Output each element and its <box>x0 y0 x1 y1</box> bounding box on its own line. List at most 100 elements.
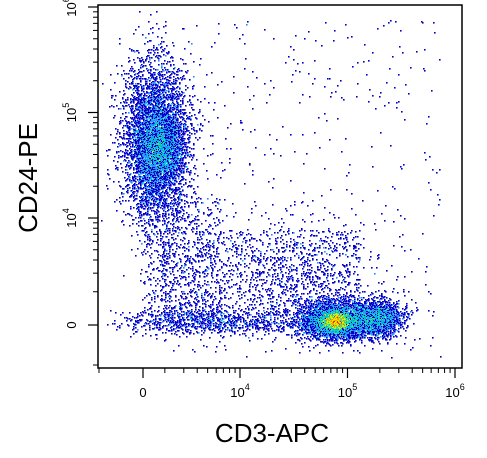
event-dot <box>151 88 153 90</box>
event-dot <box>168 205 170 207</box>
event-dot <box>194 223 196 225</box>
event-dot <box>142 89 144 91</box>
event-dot <box>156 102 158 104</box>
event-dot <box>157 207 159 209</box>
event-dot <box>145 81 147 83</box>
event-dot <box>136 172 138 174</box>
event-dot <box>273 178 275 180</box>
event-dot <box>155 170 157 172</box>
event-dot <box>169 180 171 182</box>
event-dot <box>303 163 305 165</box>
event-dot <box>149 40 151 42</box>
event-dot <box>388 22 390 24</box>
event-dot <box>136 142 138 144</box>
event-dot <box>135 140 137 142</box>
event-dot <box>107 188 109 190</box>
event-dot <box>153 134 155 136</box>
event-dot <box>151 220 153 222</box>
event-dot <box>357 83 359 85</box>
event-dot <box>136 151 138 153</box>
event-dot <box>136 134 138 136</box>
event-dot <box>158 89 160 91</box>
event-dot <box>184 231 186 233</box>
event-dot <box>385 205 387 207</box>
event-dot <box>158 133 160 135</box>
event-dot <box>159 150 161 152</box>
event-dot <box>256 77 258 79</box>
event-dot <box>178 105 180 107</box>
event-dot <box>181 165 183 167</box>
event-dot <box>220 232 222 234</box>
event-dot <box>159 108 161 110</box>
event-dot <box>181 150 183 152</box>
event-dot <box>172 208 174 210</box>
event-dot <box>156 117 158 119</box>
event-dot <box>123 211 125 213</box>
event-dot <box>193 220 195 222</box>
event-dot <box>155 179 157 181</box>
event-dot <box>148 132 150 134</box>
event-dot <box>312 230 314 232</box>
event-dot <box>172 183 174 185</box>
event-dot <box>164 174 166 176</box>
event-dot <box>198 209 200 211</box>
event-dot <box>165 117 167 119</box>
event-dot <box>156 11 158 13</box>
event-dot <box>159 149 161 151</box>
event-dot <box>143 166 145 168</box>
event-dot <box>156 153 158 155</box>
event-dot <box>128 57 130 59</box>
event-dot <box>168 97 170 99</box>
event-dot <box>187 152 189 154</box>
event-dot <box>141 196 143 198</box>
event-dot <box>174 126 176 128</box>
event-dot <box>148 150 150 152</box>
event-dot <box>152 131 154 133</box>
event-dot <box>176 99 178 101</box>
event-dot <box>161 41 163 43</box>
event-dot <box>151 146 153 148</box>
event-dot <box>144 147 146 149</box>
event-dot <box>135 106 137 108</box>
event-dot <box>319 240 321 242</box>
event-dot <box>175 138 177 140</box>
event-dot <box>102 83 104 85</box>
event-dot <box>179 188 181 190</box>
event-dot <box>130 141 132 143</box>
event-dot <box>304 38 306 40</box>
event-dot <box>161 153 163 155</box>
event-dot <box>150 158 152 160</box>
event-dot <box>160 166 162 168</box>
event-dot <box>151 141 153 143</box>
event-dot <box>167 165 169 167</box>
event-dot <box>197 209 199 211</box>
event-dot <box>122 151 124 153</box>
event-dot <box>127 127 129 129</box>
event-dot <box>165 118 167 120</box>
event-dot <box>149 151 151 153</box>
event-dot <box>162 128 164 130</box>
event-dot <box>151 132 153 134</box>
event-dot <box>116 105 118 107</box>
event-dot <box>169 188 171 190</box>
event-dot <box>183 63 185 65</box>
event-dot <box>132 118 134 120</box>
event-dot <box>149 143 151 145</box>
event-dot <box>161 122 163 124</box>
event-dot <box>170 84 172 86</box>
event-dot <box>270 223 272 225</box>
event-dot <box>157 169 159 171</box>
event-dot <box>246 24 248 26</box>
event-dot <box>156 136 158 138</box>
event-dot <box>138 96 140 98</box>
event-dot <box>152 192 154 194</box>
event-dot <box>169 170 171 172</box>
event-dot <box>148 179 150 181</box>
event-dot <box>239 232 241 234</box>
event-dot <box>176 120 178 122</box>
event-dot <box>117 167 119 169</box>
event-dot <box>160 79 162 81</box>
event-dot <box>165 160 167 162</box>
event-dot <box>135 153 137 155</box>
event-dot <box>177 148 179 150</box>
